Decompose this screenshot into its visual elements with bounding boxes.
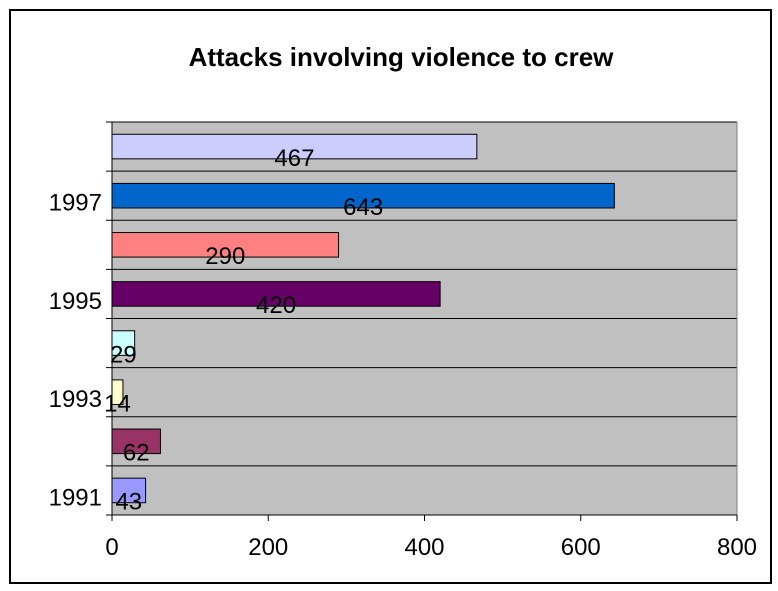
- data-label-1993: 14: [104, 390, 131, 417]
- data-label-1996: 290: [205, 243, 245, 270]
- y-tick-label-1991: 1991: [49, 484, 102, 511]
- axes-group: [106, 121, 738, 521]
- data-label-1998: 467: [274, 145, 314, 172]
- y-tick-label-1997: 1997: [49, 190, 102, 217]
- y-tick-label-1995: 1995: [49, 288, 102, 315]
- x-tick-label-400: 400: [404, 534, 444, 561]
- bar-1996: [111, 232, 340, 258]
- labels-group: 43 62 14 29 420 290 643 467 1991 1993 1995 1997 0 200…: [49, 145, 757, 561]
- bar-1997: [111, 182, 615, 209]
- data-label-1995: 420: [256, 292, 296, 319]
- bars-group: [111, 133, 615, 504]
- y-tick-label-1993: 1993: [49, 386, 102, 413]
- bar-1998: [111, 133, 478, 160]
- bar-1992: [111, 428, 161, 455]
- data-label-1992: 62: [123, 440, 150, 467]
- x-tick-label-800: 800: [717, 534, 757, 561]
- data-label-1997: 643: [343, 194, 383, 221]
- bar-1995: [111, 281, 441, 307]
- x-tick-label-0: 0: [105, 534, 118, 561]
- data-label-1994: 29: [110, 341, 137, 368]
- bar-1991: [111, 477, 147, 504]
- x-tick-label-600: 600: [561, 534, 601, 561]
- chart-title: Attacks involving violence to crew: [189, 42, 615, 72]
- gridlines: [112, 121, 738, 515]
- x-tick-label-200: 200: [248, 534, 288, 561]
- data-label-1991: 43: [115, 489, 142, 516]
